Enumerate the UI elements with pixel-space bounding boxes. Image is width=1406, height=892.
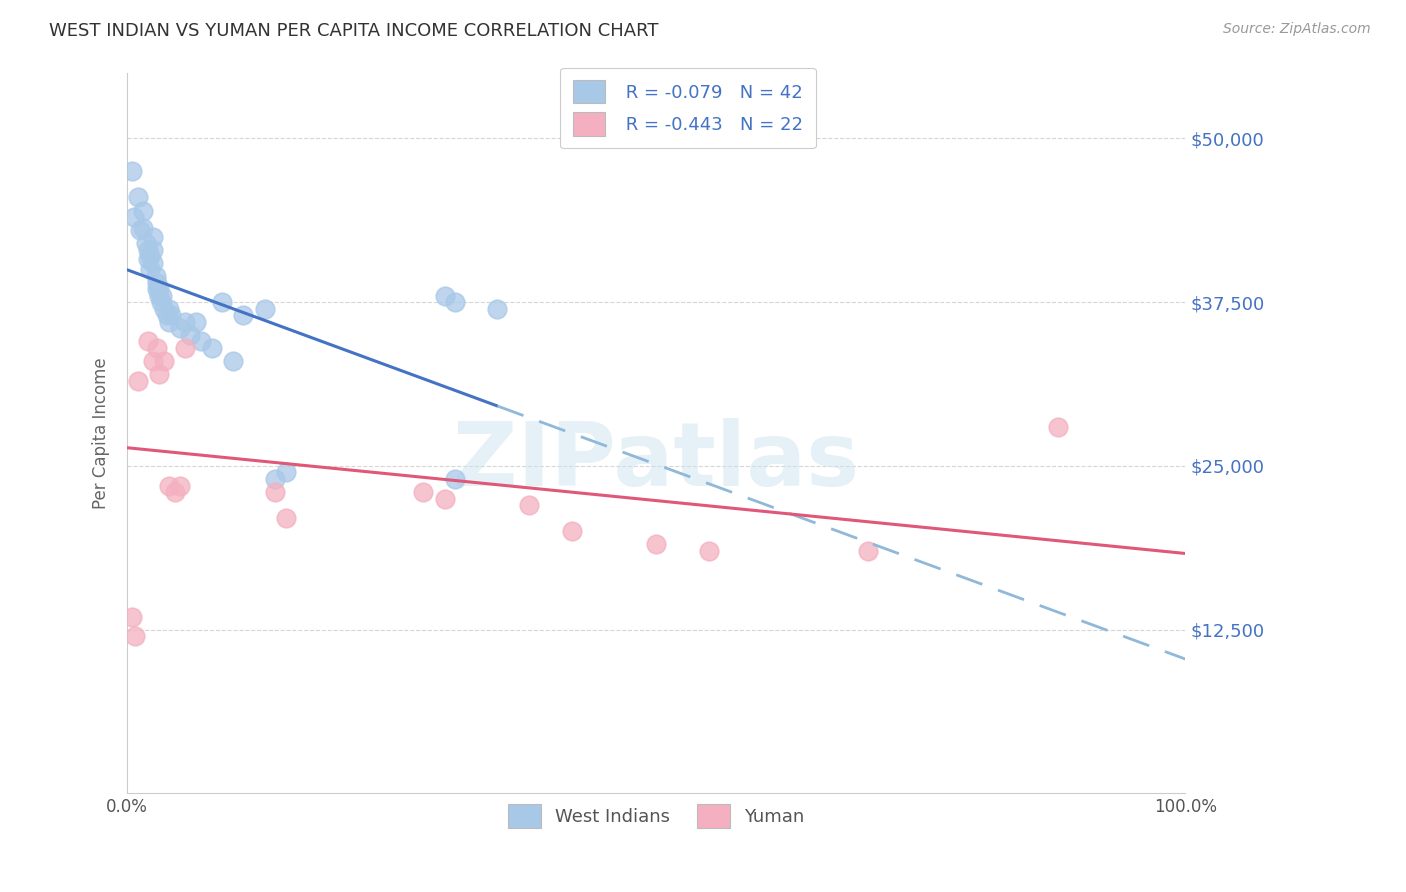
Point (264, 485, 287, 500)
Point (517, 498, 540, 512)
Point (560, 524, 582, 539)
Point (142, 256, 165, 270)
Text: ZIPatlas: ZIPatlas (453, 418, 859, 506)
Point (179, 327, 201, 342)
Point (274, 466, 297, 480)
Point (145, 341, 167, 355)
Point (433, 491, 456, 506)
Point (645, 537, 668, 551)
Point (697, 544, 720, 558)
Point (160, 308, 183, 322)
Point (157, 315, 180, 329)
Y-axis label: Per Capita Income: Per Capita Income (93, 358, 110, 509)
Point (1047, 419, 1070, 434)
Point (153, 354, 176, 368)
Point (174, 341, 197, 355)
Point (145, 268, 167, 283)
Point (222, 354, 245, 368)
Point (444, 472, 467, 486)
Point (169, 321, 191, 335)
Point (444, 295, 467, 310)
Point (142, 229, 165, 244)
Point (264, 472, 287, 486)
Point (128, 223, 150, 237)
Point (232, 308, 254, 322)
Point (163, 485, 186, 500)
Text: Source: ZipAtlas.com: Source: ZipAtlas.com (1223, 22, 1371, 37)
Point (121, 164, 143, 178)
Point (157, 478, 180, 492)
Point (145, 276, 167, 290)
Legend: West Indians, Yuman: West Indians, Yuman (501, 797, 811, 835)
Point (139, 262, 162, 277)
Point (148, 288, 170, 302)
Point (433, 288, 456, 302)
Point (190, 334, 212, 349)
Point (136, 252, 159, 266)
Text: WEST INDIAN VS YUMAN PER CAPITA INCOME CORRELATION CHART: WEST INDIAN VS YUMAN PER CAPITA INCOME C… (49, 22, 658, 40)
Point (150, 288, 173, 302)
Point (132, 220, 155, 235)
Point (148, 282, 170, 296)
Point (274, 511, 297, 525)
Point (142, 354, 165, 368)
Point (412, 485, 434, 500)
Point (174, 315, 197, 329)
Point (124, 210, 146, 224)
Point (121, 609, 143, 624)
Point (148, 368, 170, 382)
Point (211, 295, 233, 310)
Point (145, 282, 167, 296)
Point (135, 236, 157, 251)
Point (124, 629, 146, 643)
Point (253, 301, 276, 316)
Point (201, 341, 224, 355)
Point (149, 295, 172, 310)
Point (856, 544, 879, 558)
Point (157, 301, 180, 316)
Point (486, 301, 509, 316)
Point (142, 243, 165, 257)
Point (139, 249, 162, 263)
Point (132, 203, 155, 218)
Point (169, 478, 191, 492)
Point (153, 301, 176, 316)
Point (136, 243, 159, 257)
Point (136, 334, 159, 349)
Point (156, 308, 179, 322)
Point (184, 315, 207, 329)
Point (127, 374, 149, 388)
Point (127, 190, 149, 204)
